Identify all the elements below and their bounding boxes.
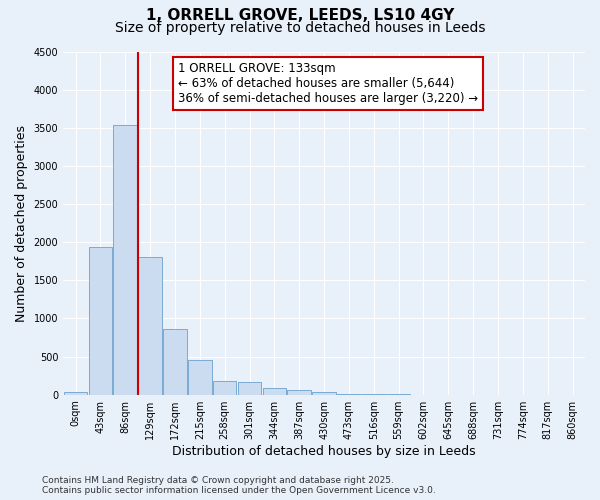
Bar [163, 330, 187, 394]
Text: 1 ORRELL GROVE: 133sqm
← 63% of detached houses are smaller (5,644)
36% of semi-: 1 ORRELL GROVE: 133sqm ← 63% of detached… [178, 62, 478, 105]
Text: Contains HM Land Registry data © Crown copyright and database right 2025.
Contai: Contains HM Land Registry data © Crown c… [42, 476, 436, 495]
Bar [213, 382, 236, 394]
Bar [89, 246, 112, 394]
Text: 1, ORRELL GROVE, LEEDS, LS10 4GY: 1, ORRELL GROVE, LEEDS, LS10 4GY [146, 8, 454, 22]
X-axis label: Distribution of detached houses by size in Leeds: Distribution of detached houses by size … [172, 444, 476, 458]
Bar [263, 388, 286, 394]
Bar [312, 392, 336, 394]
Bar [287, 390, 311, 394]
Bar [64, 392, 88, 394]
Text: Size of property relative to detached houses in Leeds: Size of property relative to detached ho… [115, 21, 485, 35]
Bar [113, 126, 137, 394]
Bar [139, 256, 162, 394]
Bar [238, 382, 262, 394]
Bar [188, 360, 212, 394]
Y-axis label: Number of detached properties: Number of detached properties [15, 124, 28, 322]
